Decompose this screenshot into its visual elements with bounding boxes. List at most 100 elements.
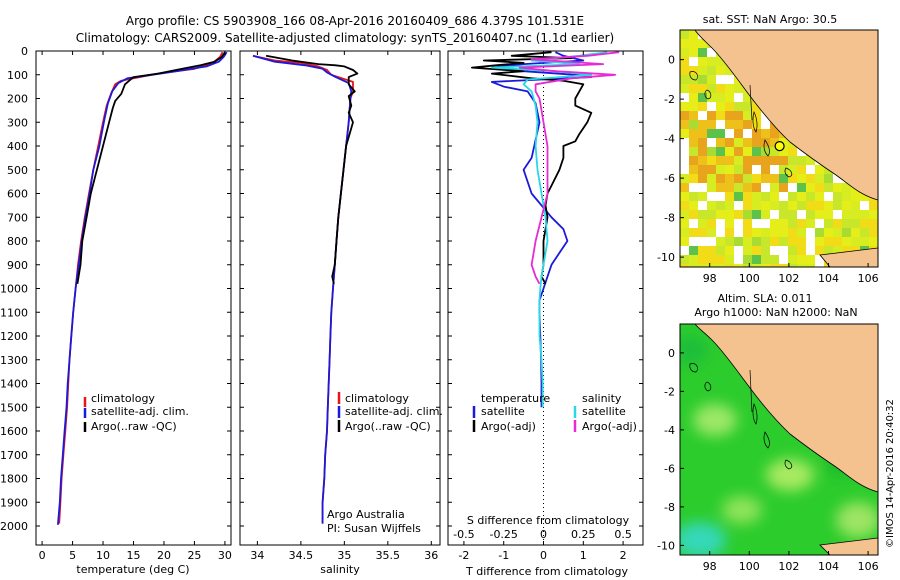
sst-cell: [743, 174, 752, 183]
sst-cell: [797, 174, 806, 183]
sst-cell: [734, 156, 743, 165]
sla-low-blob: [680, 522, 726, 555]
x-tick-label: 20: [157, 549, 171, 562]
sst-cell: [752, 174, 761, 183]
map-y-tick-label: -10: [657, 539, 675, 552]
sst-cell: [743, 201, 752, 210]
sst-cell: [725, 264, 734, 267]
sst-cell: [680, 129, 689, 138]
temperature-x-axis: 0 5 10 15 20 25 30: [39, 51, 232, 562]
sst-cell: [689, 48, 698, 57]
salinity-legend: climatology satellite-adj. clim. Argo(..…: [337, 392, 443, 433]
sst-cell: [698, 57, 707, 66]
y-tick-label: 1800: [0, 473, 28, 486]
sst-cell: [770, 192, 779, 201]
sst-cell: [761, 201, 770, 210]
sst-cell: [752, 255, 761, 264]
sst-cell: [824, 210, 833, 219]
sst-cell: [680, 48, 689, 57]
map-y-tick-label: -4: [664, 424, 675, 437]
sst-cell: [698, 93, 707, 102]
sst-cell: [689, 165, 698, 174]
y-tick-label: 1000: [0, 283, 28, 296]
sst-cell: [770, 201, 779, 210]
sst-cell: [752, 228, 761, 237]
sst-cell: [752, 210, 761, 219]
y-tick-label: 400: [7, 140, 28, 153]
sla-map-axes: 98 100 102 104 106 0 -2 -4 -6 -8 -10: [657, 347, 879, 573]
temperature-axes-frame: [35, 50, 232, 546]
legend-label-satellite: satellite-adj. clim.: [91, 405, 189, 418]
sst-cell: [716, 102, 725, 111]
temperature-legend: climatology satellite-adj. clim. Argo(..…: [83, 392, 189, 433]
legend-label-satellite: satellite-adj. clim.: [345, 405, 443, 418]
sst-cell: [842, 210, 851, 219]
sst-cell: [743, 192, 752, 201]
sla-map-title-line-2: Argo h1000: NaN h2000: NaN: [694, 306, 857, 319]
legend-label-climatology: climatology: [345, 392, 409, 405]
title-line-2: Climatology: CARS2009. Satellite-adjuste…: [76, 31, 614, 45]
java-land: [819, 537, 878, 555]
sst-cell: [797, 201, 806, 210]
sst-cell: [743, 93, 752, 102]
sst-cell: [734, 84, 743, 93]
sst-cell: [743, 102, 752, 111]
sst-cell: [698, 165, 707, 174]
sst-cell: [806, 192, 815, 201]
sst-cell: [851, 192, 860, 201]
sst-cell: [716, 174, 725, 183]
map-y-tick-label: -4: [664, 133, 675, 146]
sst-cell: [752, 201, 761, 210]
island-outline: [752, 402, 758, 425]
sst-cell: [788, 174, 797, 183]
sst-cell: [698, 147, 707, 156]
sst-cell: [707, 219, 716, 228]
sst-cell: [716, 210, 725, 219]
sst-cell: [689, 246, 698, 255]
sst-cell: [716, 255, 725, 264]
sst-map-title: sat. SST: NaN Argo: 30.5: [703, 13, 837, 26]
sst-cell: [851, 219, 860, 228]
sst-cell: [725, 102, 734, 111]
legend-label-s-argo: Argo(-adj): [582, 420, 637, 433]
sst-cell: [770, 219, 779, 228]
salinity-series-climatology: [252, 54, 354, 524]
salinity-panel: 34 34.5 35 35.5 36 salinity climatology sate…: [239, 50, 443, 576]
sst-cell: [860, 237, 869, 246]
sst-cell: [707, 84, 716, 93]
sst-cell: [716, 165, 725, 174]
sst-cell: [788, 192, 797, 201]
sst-cell: [698, 75, 707, 84]
t-difference-label: T difference from climatology: [465, 565, 628, 578]
sst-cell: [734, 147, 743, 156]
sst-cell: [761, 255, 770, 264]
sst-cell: [725, 165, 734, 174]
sst-cell: [806, 183, 815, 192]
x-tick-label: 1: [580, 549, 587, 562]
sst-cell: [761, 228, 770, 237]
sst-map-axes: 98 100 102 104 106 0 -2 -4 -6 -8 -10: [657, 54, 879, 285]
sst-cell: [752, 246, 761, 255]
legend-heading-temperature: temperature: [481, 392, 550, 405]
sst-cell: [869, 237, 878, 246]
sst-cell: [860, 219, 869, 228]
sst-cell: [725, 183, 734, 192]
sst-cell: [824, 183, 833, 192]
map-x-tick-label: 102: [778, 560, 799, 573]
sst-cell: [806, 156, 815, 165]
map-y-tick-label: -6: [664, 172, 675, 185]
sst-cell: [743, 165, 752, 174]
legend-heading-salinity: salinity: [582, 392, 622, 405]
sst-cell: [779, 264, 788, 267]
temperature-y-axis: 0 100 200 300 400 500 600 700 800 900 1000 1100 1200…: [0, 45, 643, 533]
sst-cell: [689, 66, 698, 75]
sla-map-title-line-1: Altim. SLA: 0.011: [717, 292, 812, 305]
sst-cell: [734, 174, 743, 183]
sst-cell: [761, 165, 770, 174]
sst-cell: [725, 228, 734, 237]
sst-cell: [680, 111, 689, 120]
y-tick-label: 500: [7, 164, 28, 177]
x-tick-label: -2: [458, 549, 469, 562]
sst-cell: [743, 120, 752, 129]
sst-cell: [725, 66, 734, 75]
